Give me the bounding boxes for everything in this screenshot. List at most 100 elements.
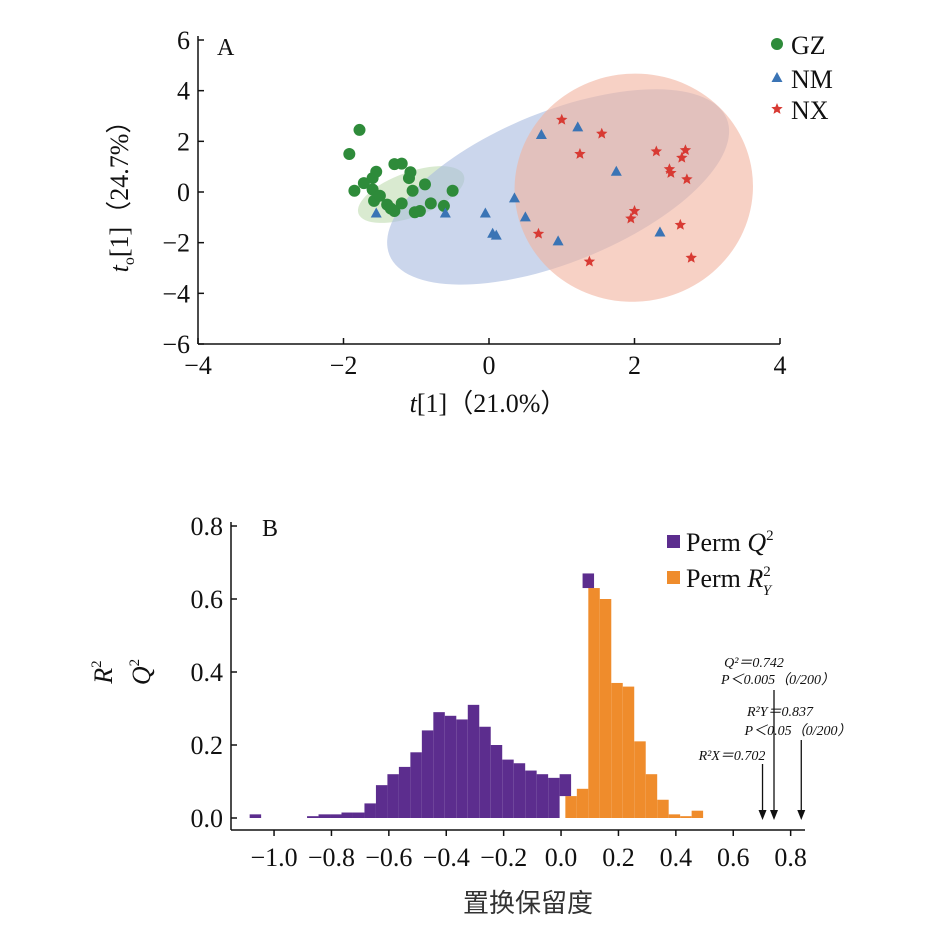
b-x-tick-label: 0.2 — [602, 843, 635, 872]
bar-perm-q2-14 — [456, 719, 468, 818]
annotation-2-line-0: R²X＝0.702 — [698, 749, 766, 764]
point-nm-1 — [439, 207, 451, 218]
confidence-ellipse-nx — [514, 73, 753, 302]
point-nx-10 — [674, 218, 687, 230]
legend-r2-sub: Y — [763, 583, 773, 599]
legend-swatch-perm-q2 — [667, 535, 680, 548]
a-y-tick-label: −4 — [162, 279, 190, 308]
a-x-tick-label: 4 — [774, 351, 787, 380]
bar-perm-q2-25 — [582, 573, 595, 589]
bar-perm-q2-18 — [502, 759, 514, 818]
bar-perm-q2-19 — [513, 763, 526, 818]
bar-perm-q2-20 — [525, 770, 537, 818]
a-x-tick-label: −2 — [330, 351, 358, 380]
point-gz-14 — [395, 197, 408, 210]
a-y-tick-label: 2 — [177, 127, 190, 156]
bar-perm-q2-21 — [536, 774, 549, 818]
bar-perm-q2-11 — [421, 730, 434, 818]
annotation-1-line-0: R²Y＝0.837 — [746, 705, 814, 720]
point-nm-0 — [370, 207, 382, 218]
b-x-tick-label: −1.0 — [250, 843, 297, 872]
bar-perm-ry2-2 — [588, 588, 600, 818]
bar-perm-q2-15 — [467, 704, 480, 818]
point-gz-3 — [357, 177, 370, 190]
point-nm-10 — [610, 165, 622, 176]
bar-perm-q2-5 — [352, 812, 365, 818]
legend-label-nx: NX — [791, 96, 829, 125]
bar-perm-q2-16 — [479, 726, 491, 818]
point-gz-17 — [406, 184, 419, 197]
annotation-arrow-head-2 — [797, 810, 806, 820]
b-y-tick-label: 0.0 — [191, 804, 224, 833]
point-nm-7 — [535, 129, 547, 139]
bar-perm-q2-3 — [330, 814, 342, 818]
b-y-tick-label: 0.2 — [191, 731, 224, 760]
b-x-tick-label: −0.4 — [423, 843, 470, 872]
b-x-tick-label: 0.0 — [545, 843, 578, 872]
a-x-tick-label: 0 — [483, 351, 496, 380]
point-gz-16 — [404, 166, 417, 179]
bar-perm-q2-8 — [387, 774, 399, 818]
point-nx-11 — [676, 151, 688, 163]
point-nx-12 — [679, 144, 692, 156]
a-y-title-text: to[1]（24.7%） — [105, 108, 138, 273]
point-gz-22 — [437, 199, 450, 212]
point-gz-11 — [388, 205, 401, 217]
point-nx-2 — [574, 148, 586, 159]
b-y-tick-label: 0.6 — [191, 585, 224, 614]
bar-perm-q2-17 — [490, 745, 503, 818]
b-y-title-q2: Q2 — [127, 659, 156, 685]
legend-label-perm-ry2: Perm R2 Y — [686, 564, 773, 599]
a-x-tick-label: −4 — [184, 351, 212, 380]
b-x-tick-label: 0.6 — [717, 843, 750, 872]
point-nx-7 — [650, 145, 663, 157]
point-gz-1 — [343, 148, 356, 160]
bar-perm-ry2-7 — [645, 774, 658, 818]
point-nx-3 — [583, 255, 596, 267]
panel-a-label: A — [217, 35, 235, 61]
point-gz-19 — [413, 205, 426, 217]
bar-perm-ry2-0 — [565, 796, 577, 818]
bar-perm-q2-2 — [318, 814, 331, 818]
a-x-title-text: t[1]（21.0%） — [410, 389, 567, 418]
point-nx-6 — [628, 205, 641, 216]
a-y-title-var: t — [105, 264, 134, 272]
legend-marker-nm — [771, 72, 783, 82]
point-gz-8 — [373, 189, 386, 202]
a-y-tick-label: 6 — [177, 26, 190, 55]
b-x-axis-title: 置换保留度 — [463, 889, 593, 919]
annotation-1-line-1: P＜0.05（0/200） — [744, 723, 852, 739]
bar-perm-q2-9 — [398, 766, 411, 818]
point-nx-0 — [532, 227, 545, 239]
b-y-title-q-sup: 2 — [127, 659, 143, 667]
b-x-tick-label: −0.6 — [365, 843, 412, 872]
bar-perm-q2-7 — [375, 785, 388, 818]
a-y-title-rest: [1]（24.7%） — [105, 108, 134, 257]
bar-perm-ry2-3 — [599, 599, 612, 818]
bar-perm-ry2-10 — [680, 816, 692, 818]
b-y-title-r: R — [89, 668, 118, 685]
a-y-axis-title: to[1]（24.7%） — [105, 108, 138, 273]
bar-perm-q2-13 — [444, 715, 457, 818]
point-nm-6 — [519, 211, 531, 222]
b-x-tick-label: −0.8 — [308, 843, 355, 872]
b-y-tick-label: 0.8 — [191, 512, 224, 541]
legend-marker-nx — [771, 103, 783, 114]
b-y-title-q: Q — [127, 666, 156, 685]
point-nx-13 — [681, 173, 693, 185]
bar-perm-ry2-6 — [634, 741, 646, 818]
bar-perm-ry2-1 — [576, 788, 589, 818]
point-nx-9 — [665, 167, 677, 178]
annotation-0-line-1: P＜0.005（0/200） — [720, 672, 835, 688]
legend-r2-letter: R — [746, 564, 763, 593]
b-x-tick-label: 0.8 — [774, 843, 807, 872]
a-y-title-sub: o — [121, 257, 138, 265]
point-nx-1 — [556, 113, 568, 125]
point-gz-2 — [348, 184, 361, 197]
